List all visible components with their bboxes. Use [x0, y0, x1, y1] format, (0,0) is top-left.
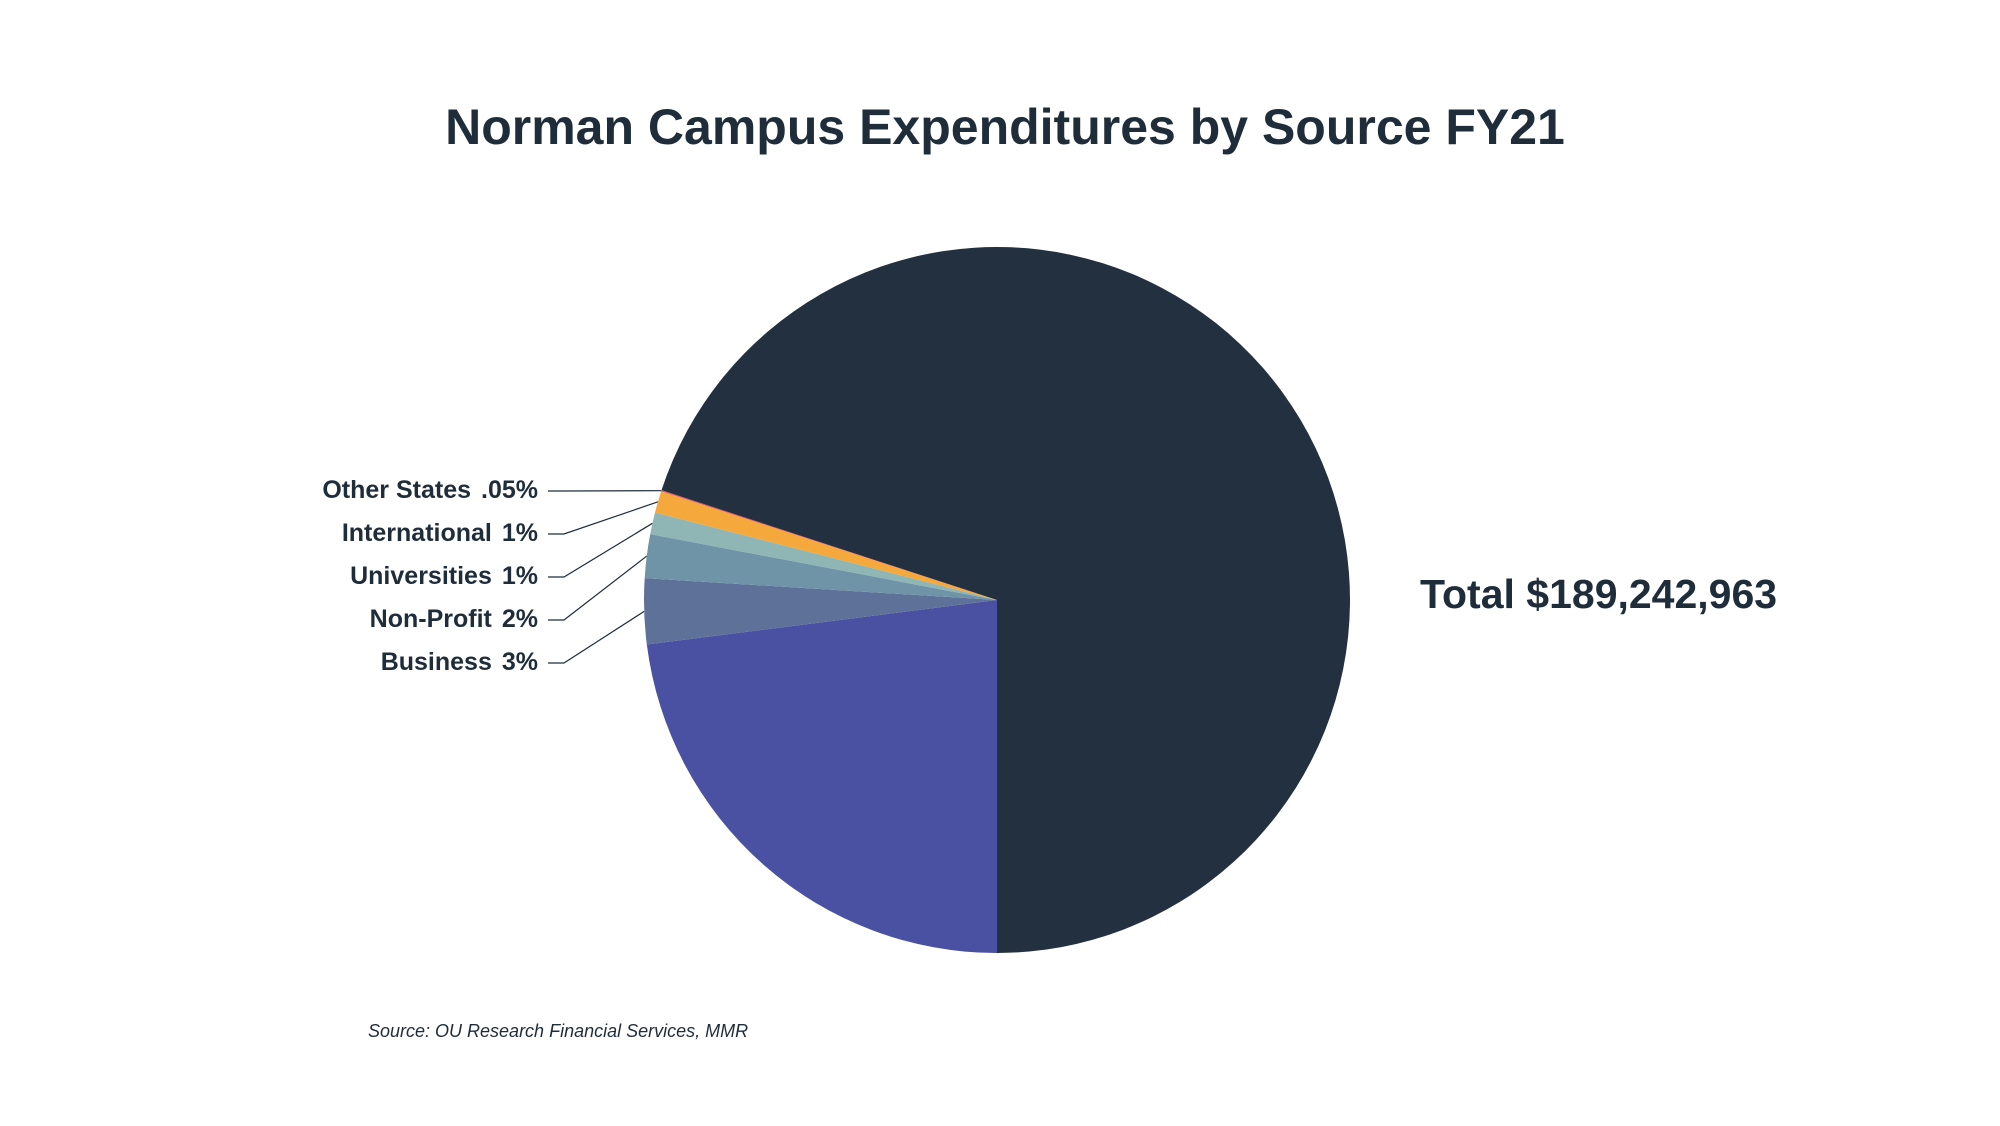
total-annotation: Total $189,242,963: [1420, 571, 1777, 617]
slice-value: 3%: [502, 648, 538, 676]
slice-value: .05%: [481, 476, 538, 504]
outside-label: Non-Profit 2%: [370, 605, 538, 633]
leader-line: [548, 522, 653, 578]
pie-slice: [644, 534, 997, 600]
slice-name: Universities: [350, 562, 492, 590]
outside-label: Business 3%: [381, 648, 538, 676]
slice-name: Business: [381, 648, 492, 676]
slice-name: International: [342, 519, 492, 547]
pie-slice: [650, 512, 997, 600]
slice-name: Other States: [322, 476, 471, 504]
chart-title: Norman Campus Expenditures by Source FY2…: [445, 99, 1565, 155]
outside-label: Universities 1%: [350, 562, 538, 590]
leader-line: [548, 555, 648, 621]
outside-label: International 1%: [342, 519, 538, 547]
slice-name: Non-Profit: [370, 605, 493, 633]
leader-line: [548, 501, 659, 535]
pie-slice: [661, 246, 1350, 953]
pie-slice: [644, 578, 997, 645]
pie-slice: [655, 491, 997, 600]
pie-slice: [646, 600, 997, 953]
leader-line: [548, 610, 645, 664]
slice-value: 1%: [502, 519, 538, 547]
source-note: Source: OU Research Financial Services, …: [368, 1021, 748, 1041]
slice-value: 2%: [502, 605, 538, 633]
pie-slice: [661, 490, 997, 600]
slice-value: 1%: [502, 562, 538, 590]
outside-label: Other States .05%: [322, 476, 538, 504]
